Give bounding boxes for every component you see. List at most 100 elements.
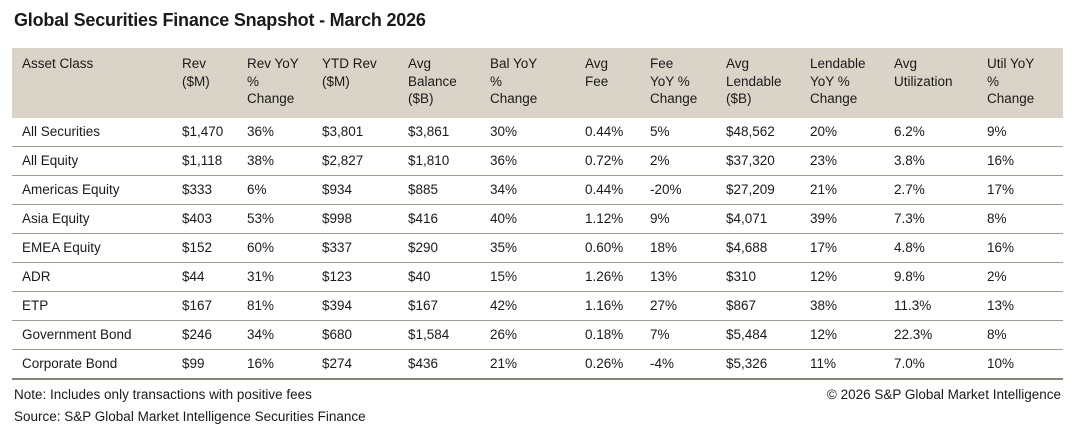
value-cell: $680 xyxy=(312,320,398,350)
value-cell: 16% xyxy=(977,146,1063,176)
value-cell: 11.3% xyxy=(884,291,977,321)
asset-class-cell: ADR xyxy=(12,262,172,292)
value-cell: 21% xyxy=(800,175,884,205)
value-cell: 17% xyxy=(977,175,1063,205)
value-cell: $123 xyxy=(312,262,398,292)
value-cell: $337 xyxy=(312,233,398,263)
asset-class-cell: Asia Equity xyxy=(12,204,172,234)
value-cell: 8% xyxy=(977,204,1063,234)
value-cell: 30% xyxy=(480,118,575,147)
asset-class-cell: All Equity xyxy=(12,146,172,176)
asset-class-cell: Government Bond xyxy=(12,320,172,350)
value-cell: $274 xyxy=(312,349,398,380)
value-cell: 9% xyxy=(640,204,716,234)
table-row: Asia Equity $403 53% $998 $416 40% 1.12% 9% $4,0… xyxy=(12,204,1063,234)
value-cell: $5,484 xyxy=(716,320,800,350)
table-header-row: Asset Class Rev ($M) Rev YoY % Change YTD R… xyxy=(12,48,1063,118)
value-cell: $1,470 xyxy=(172,118,237,147)
value-cell: $152 xyxy=(172,233,237,263)
value-cell: 27% xyxy=(640,291,716,321)
value-cell: $3,861 xyxy=(398,118,480,147)
value-cell: $310 xyxy=(716,262,800,292)
value-cell: $934 xyxy=(312,175,398,205)
column-header-10: Avg Utilization xyxy=(884,48,977,118)
page-title: Global Securities Finance Snapshot - Mar… xyxy=(14,10,426,30)
asset-class-cell: EMEA Equity xyxy=(12,233,172,263)
value-cell: 36% xyxy=(480,146,575,176)
value-cell: 22.3% xyxy=(884,320,977,350)
asset-class-cell: Americas Equity xyxy=(12,175,172,205)
table-row: ADR $44 31% $123 $40 15% 1.26% 13% $310 12% 9.8% 2% xyxy=(12,262,1063,292)
footer-notes: Note: Includes only transactions with po… xyxy=(14,384,366,428)
table-body: All Securities $1,470 36% $3,801 $3,861 30% 0.… xyxy=(12,118,1063,380)
value-cell: $167 xyxy=(172,291,237,321)
table-footer: Note: Includes only transactions with po… xyxy=(14,384,1061,428)
table-row: All Securities $1,470 36% $3,801 $3,861 30% 0.… xyxy=(12,118,1063,147)
value-cell: $403 xyxy=(172,204,237,234)
securities-finance-table: Asset Class Rev ($M) Rev YoY % Change YTD R… xyxy=(12,48,1063,380)
value-cell: $44 xyxy=(172,262,237,292)
value-cell: 26% xyxy=(480,320,575,350)
value-cell: 8% xyxy=(977,320,1063,350)
value-cell: 7.3% xyxy=(884,204,977,234)
value-cell: 6% xyxy=(237,175,312,205)
value-cell: 38% xyxy=(237,146,312,176)
table-row: EMEA Equity $152 60% $337 $290 35% 0.60% 18% $4,… xyxy=(12,233,1063,263)
value-cell: 34% xyxy=(237,320,312,350)
source-line: Source: S&P Global Market Intelligence S… xyxy=(14,409,366,424)
column-header-4: Avg Balance ($B) xyxy=(398,48,480,118)
value-cell: 12% xyxy=(800,262,884,292)
value-cell: 23% xyxy=(800,146,884,176)
value-cell: $290 xyxy=(398,233,480,263)
asset-class-cell: ETP xyxy=(12,291,172,321)
value-cell: 9.8% xyxy=(884,262,977,292)
value-cell: $416 xyxy=(398,204,480,234)
value-cell: $246 xyxy=(172,320,237,350)
value-cell: 2% xyxy=(977,262,1063,292)
value-cell: 2.7% xyxy=(884,175,977,205)
asset-class-cell: Corporate Bond xyxy=(12,349,172,380)
value-cell: $40 xyxy=(398,262,480,292)
value-cell: 40% xyxy=(480,204,575,234)
value-cell: 42% xyxy=(480,291,575,321)
column-header-3: YTD Rev ($M) xyxy=(312,48,398,118)
value-cell: 10% xyxy=(977,349,1063,380)
value-cell: $5,326 xyxy=(716,349,800,380)
column-header-7: Fee YoY % Change xyxy=(640,48,716,118)
value-cell: 5% xyxy=(640,118,716,147)
value-cell: $1,118 xyxy=(172,146,237,176)
value-cell: 53% xyxy=(237,204,312,234)
value-cell: 31% xyxy=(237,262,312,292)
value-cell: 11% xyxy=(800,349,884,380)
value-cell: 17% xyxy=(800,233,884,263)
value-cell: $1,584 xyxy=(398,320,480,350)
value-cell: $885 xyxy=(398,175,480,205)
value-cell: $2,827 xyxy=(312,146,398,176)
value-cell: $333 xyxy=(172,175,237,205)
value-cell: 7.0% xyxy=(884,349,977,380)
column-header-6: Avg Fee xyxy=(575,48,640,118)
value-cell: 6.2% xyxy=(884,118,977,147)
value-cell: 4.8% xyxy=(884,233,977,263)
value-cell: 12% xyxy=(800,320,884,350)
value-cell: 0.26% xyxy=(575,349,640,380)
column-header-5: Bal YoY % Change xyxy=(480,48,575,118)
value-cell: 9% xyxy=(977,118,1063,147)
value-cell: 16% xyxy=(237,349,312,380)
value-cell: 81% xyxy=(237,291,312,321)
table-row: Government Bond $246 34% $680 $1,584 26% 0.18%… xyxy=(12,320,1063,350)
table-row: ETP $167 81% $394 $167 42% 1.16% 27% $867 38% 11.3… xyxy=(12,291,1063,321)
value-cell: 35% xyxy=(480,233,575,263)
value-cell: 21% xyxy=(480,349,575,380)
value-cell: 1.12% xyxy=(575,204,640,234)
value-cell: 3.8% xyxy=(884,146,977,176)
value-cell: 7% xyxy=(640,320,716,350)
value-cell: 60% xyxy=(237,233,312,263)
value-cell: $4,071 xyxy=(716,204,800,234)
value-cell: $4,688 xyxy=(716,233,800,263)
note-line: Note: Includes only transactions with po… xyxy=(14,387,312,402)
value-cell: $394 xyxy=(312,291,398,321)
value-cell: 13% xyxy=(977,291,1063,321)
value-cell: 38% xyxy=(800,291,884,321)
value-cell: -20% xyxy=(640,175,716,205)
